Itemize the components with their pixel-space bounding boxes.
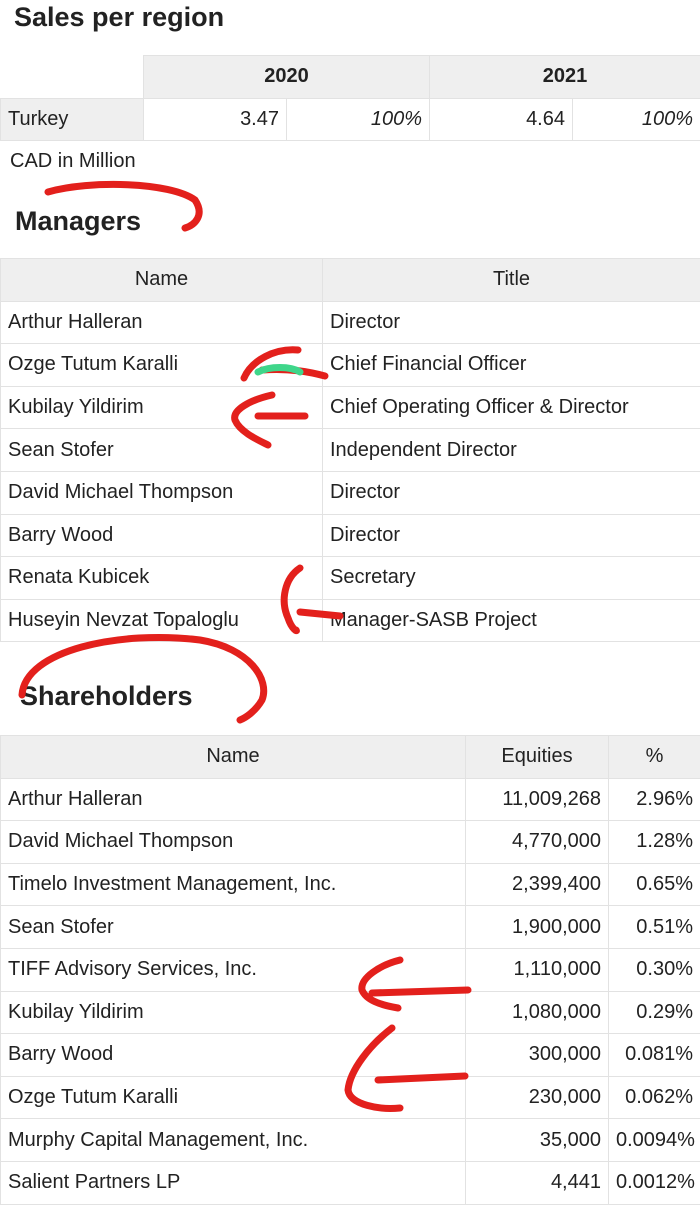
table-cell: 11,009,268 <box>466 778 609 821</box>
column-header: 2020 <box>144 56 430 99</box>
table-cell: Huseyin Nevzat Topaloglu <box>1 599 323 642</box>
table-cell: David Michael Thompson <box>1 471 323 514</box>
column-header: Title <box>323 259 700 302</box>
table-cell: Kubilay Yildirim <box>1 991 466 1034</box>
unit-note: CAD in Million <box>10 150 136 173</box>
table-cell: Arthur Halleran <box>1 778 466 821</box>
table-cell: 2.96% <box>609 778 700 821</box>
table-cell: Ozge Tutum Karalli <box>1 344 323 387</box>
table-cell: 0.081% <box>609 1034 700 1077</box>
table-cell: Chief Operating Officer & Director <box>323 386 700 429</box>
table-cell: Renata Kubicek <box>1 557 323 600</box>
table-cell: Salient Partners LP <box>1 1161 466 1204</box>
table-cell: 0.65% <box>609 863 700 906</box>
table-cell: Sean Stofer <box>1 429 323 472</box>
blank-cell <box>1 56 144 99</box>
table-cell: David Michael Thompson <box>1 821 466 864</box>
table-cell: 300,000 <box>466 1034 609 1077</box>
table-cell: Chief Financial Officer <box>323 344 700 387</box>
table-cell: Director <box>323 301 700 344</box>
section-title: Sales per region <box>14 2 224 33</box>
table-cell: 2,399,400 <box>466 863 609 906</box>
table-cell: 0.30% <box>609 948 700 991</box>
table-row: Timelo Investment Management, Inc.2,399,… <box>1 863 700 906</box>
table-cell: Secretary <box>323 557 700 600</box>
table-cell: 0.0094% <box>609 1119 700 1162</box>
table-cell: Barry Wood <box>1 1034 466 1077</box>
table-cell: Timelo Investment Management, Inc. <box>1 863 466 906</box>
table-cell: Ozge Tutum Karalli <box>1 1076 466 1119</box>
column-header: 2021 <box>430 56 700 99</box>
table-cell: 35,000 <box>466 1119 609 1162</box>
table-cell: 100% <box>287 98 430 141</box>
column-header: Name <box>1 736 466 779</box>
table-cell: 1.28% <box>609 821 700 864</box>
table-cell: 0.51% <box>609 906 700 949</box>
table-cell: 0.062% <box>609 1076 700 1119</box>
table-cell: Murphy Capital Management, Inc. <box>1 1119 466 1162</box>
table-cell: 230,000 <box>466 1076 609 1119</box>
table-cell: Sean Stofer <box>1 906 466 949</box>
table-cell: 4.64 <box>430 98 573 141</box>
table-cell: Director <box>323 514 700 557</box>
table-cell: Barry Wood <box>1 514 323 557</box>
table-cell: Manager-SASB Project <box>323 599 700 642</box>
table-cell: 4,441 <box>466 1161 609 1204</box>
table-cell: Kubilay Yildirim <box>1 386 323 429</box>
table-cell: Independent Director <box>323 429 700 472</box>
table-cell: 0.29% <box>609 991 700 1034</box>
table-cell: Turkey <box>1 98 144 141</box>
section-title: Managers <box>15 206 141 237</box>
table-cell: 4,770,000 <box>466 821 609 864</box>
table-cell: Arthur Halleran <box>1 301 323 344</box>
column-header: Equities <box>466 736 609 779</box>
column-header: Name <box>1 259 323 302</box>
table-cell: 3.47 <box>144 98 287 141</box>
table-cell: 0.0012% <box>609 1161 700 1204</box>
table-cell: 1,900,000 <box>466 906 609 949</box>
column-header: % <box>609 736 700 779</box>
table-cell: TIFF Advisory Services, Inc. <box>1 948 466 991</box>
table-cell: 1,080,000 <box>466 991 609 1034</box>
section-title: Shareholders <box>20 681 193 712</box>
table-cell: 1,110,000 <box>466 948 609 991</box>
table-cell: 100% <box>573 98 700 141</box>
table-cell: Director <box>323 471 700 514</box>
